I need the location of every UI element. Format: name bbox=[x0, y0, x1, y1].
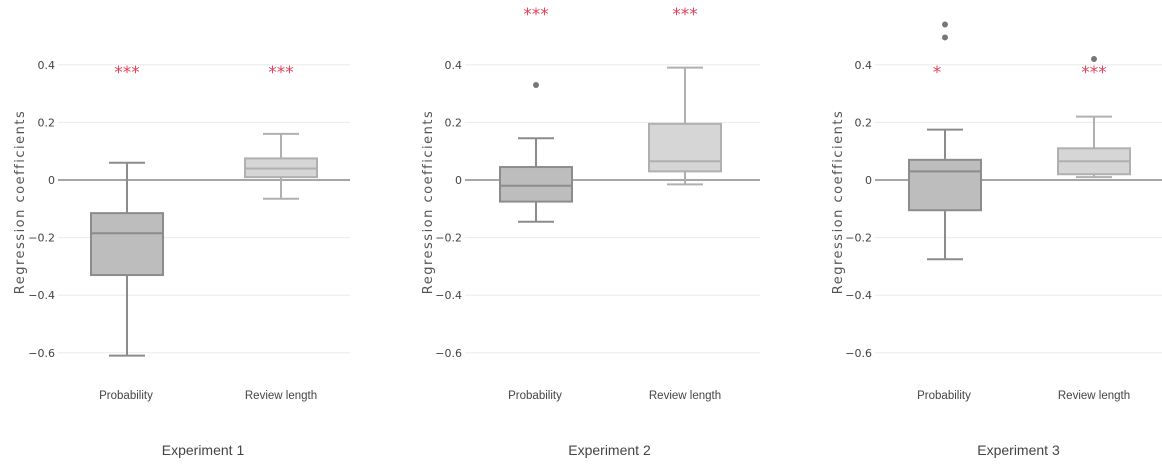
panel-experiment-2: 0.4 0.2 0 −0.2 −0.4 −0.6 Regression coefficien… bbox=[421, 5, 760, 458]
y-tick-label: −0.2 bbox=[435, 232, 462, 245]
box-probability bbox=[908, 21, 982, 261]
significance-marker: *** bbox=[1081, 63, 1107, 83]
y-tick-label: 0 bbox=[455, 174, 462, 187]
y-tick-label: 0.2 bbox=[38, 116, 56, 129]
y-tick-label: −0.6 bbox=[845, 347, 872, 360]
panel-title: Experiment 3 bbox=[977, 442, 1060, 458]
x-tick-label: Review length bbox=[245, 390, 317, 402]
iqr-box bbox=[908, 158, 982, 212]
x-tick-label: Probability bbox=[508, 390, 562, 402]
y-tick-label: 0.4 bbox=[855, 59, 873, 72]
significance-marker: *** bbox=[114, 63, 140, 83]
y-axis-label: Regression coefficients bbox=[831, 110, 846, 294]
outlier-point bbox=[942, 34, 948, 41]
x-tick-label: Probability bbox=[917, 390, 971, 402]
panel-experiment-1: 0.4 0.2 0 −0.2 −0.4 −0.6 Regression coefficien… bbox=[13, 59, 350, 458]
y-tick-label: −0.2 bbox=[845, 232, 872, 245]
outlier-point bbox=[942, 21, 948, 28]
panel-experiment-3: 0.4 0.2 0 −0.2 −0.4 −0.6 Regression coefficien… bbox=[831, 21, 1162, 458]
box-review-length bbox=[244, 132, 318, 200]
x-tick-label: Review length bbox=[1058, 390, 1130, 402]
box-probability bbox=[90, 161, 164, 357]
y-axis-label: Regression coefficients bbox=[13, 110, 28, 294]
significance-marker: *** bbox=[268, 63, 294, 83]
significance-marker: *** bbox=[672, 5, 698, 25]
y-tick-label: −0.6 bbox=[435, 347, 462, 360]
y-tick-label: −0.6 bbox=[28, 347, 55, 360]
iqr-box bbox=[499, 166, 573, 203]
iqr-box bbox=[90, 212, 164, 277]
significance-marker: * bbox=[933, 63, 942, 83]
y-tick-label: 0.4 bbox=[38, 59, 56, 72]
panel-title: Experiment 2 bbox=[568, 442, 651, 458]
x-tick-label: Review length bbox=[649, 390, 721, 402]
outlier-point bbox=[533, 81, 539, 88]
iqr-box bbox=[648, 122, 722, 173]
box-review-length bbox=[648, 66, 722, 186]
y-tick-label: −0.4 bbox=[28, 289, 55, 302]
x-tick-label: Probability bbox=[99, 390, 153, 402]
y-tick-label: −0.4 bbox=[845, 289, 872, 302]
y-tick-label: 0.4 bbox=[445, 59, 463, 72]
y-tick-label: −0.4 bbox=[435, 289, 462, 302]
box-probability bbox=[499, 81, 573, 223]
y-tick-label: 0 bbox=[865, 174, 872, 187]
y-axis-label: Regression coefficients bbox=[421, 110, 436, 294]
y-tick-label: 0.2 bbox=[445, 116, 463, 129]
y-tick-label: 0.2 bbox=[855, 116, 873, 129]
significance-marker: *** bbox=[523, 5, 549, 25]
y-tick-label: −0.2 bbox=[28, 232, 55, 245]
y-tick-label: 0 bbox=[48, 174, 55, 187]
outlier-point bbox=[1091, 56, 1097, 63]
panel-title: Experiment 1 bbox=[162, 442, 245, 458]
box-review-length bbox=[1057, 56, 1131, 179]
